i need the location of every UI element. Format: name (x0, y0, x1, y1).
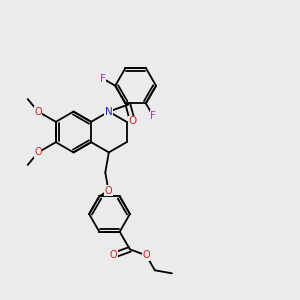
Text: O: O (110, 250, 117, 260)
Text: F: F (150, 111, 156, 121)
Text: O: O (34, 147, 42, 158)
Text: F: F (100, 74, 106, 84)
Text: N: N (105, 106, 113, 117)
Text: O: O (128, 116, 136, 126)
Text: O: O (34, 106, 42, 117)
Text: O: O (142, 250, 150, 260)
Text: O: O (105, 186, 112, 196)
